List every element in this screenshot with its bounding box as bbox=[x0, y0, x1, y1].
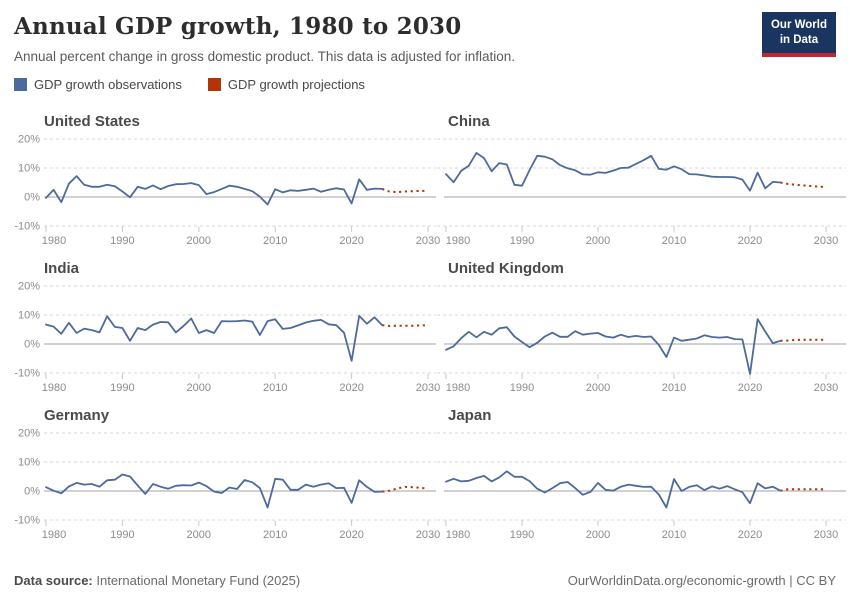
chart-panel-united-states: 20% 10% 0% -10% 1980 1990 2000 2010 2020 2030 Unit… bbox=[0, 105, 440, 252]
chart-panel-china: 1980 1990 2000 2010 2020 2030 China bbox=[437, 105, 850, 252]
legend: GDP growth observations GDP growth proje… bbox=[14, 77, 836, 92]
chart-subtitle: Annual percent change in gross domestic … bbox=[14, 48, 516, 64]
x-axis-label: 1990 bbox=[510, 529, 534, 541]
chart-header: Annual GDP growth, 1980 to 2030 Our Worl… bbox=[0, 0, 850, 92]
x-axis-label: 1990 bbox=[510, 235, 534, 247]
owid-logo-line2: in Data bbox=[779, 33, 819, 46]
chart-title-china: China bbox=[448, 113, 490, 130]
x-axis-label: 2010 bbox=[263, 235, 287, 247]
projections-line-germany bbox=[382, 486, 429, 493]
y-axis-label: 10% bbox=[18, 457, 40, 469]
chart-footer: Data source: International Monetary Fund… bbox=[14, 573, 836, 588]
x-axis-label: 2030 bbox=[814, 235, 838, 247]
x-axis-label: 2030 bbox=[416, 529, 440, 541]
owid-logo: Our World in Data bbox=[761, 12, 836, 57]
observations-line-china bbox=[445, 152, 782, 192]
chart-title-japan: Japan bbox=[448, 407, 491, 424]
projections-line-china bbox=[780, 181, 827, 189]
x-axis-label: 1990 bbox=[110, 529, 134, 541]
data-source: Data source: International Monetary Fund… bbox=[14, 573, 300, 588]
x-axis-label: 2010 bbox=[263, 529, 287, 541]
x-axis-label: 1990 bbox=[110, 382, 134, 394]
y-axis-label: 0% bbox=[24, 339, 40, 351]
y-axis-label: -10% bbox=[14, 221, 40, 233]
credit-line: OurWorldinData.org/economic-growth | CC … bbox=[567, 573, 836, 588]
y-axis-label: 0% bbox=[24, 192, 40, 204]
x-axis-label: 2000 bbox=[187, 382, 211, 394]
chart-panel-germany: 20% 10% 0% -10% 1980 1990 2000 2010 2020 2030 Germ… bbox=[0, 399, 440, 546]
y-axis-label: -10% bbox=[14, 515, 40, 527]
chart-title-germany: Germany bbox=[44, 407, 110, 424]
y-axis-label: 0% bbox=[24, 486, 40, 498]
x-axis-label: 1990 bbox=[510, 382, 534, 394]
owid-logo-line1: Our World bbox=[770, 19, 827, 31]
x-axis-label: 2030 bbox=[814, 382, 838, 394]
x-axis-label: 2010 bbox=[662, 235, 686, 247]
x-axis-label: 2000 bbox=[187, 235, 211, 247]
observations-line-united-kingdom bbox=[445, 318, 782, 376]
x-axis-label: 2030 bbox=[416, 235, 440, 247]
y-axis-label: 10% bbox=[18, 310, 40, 322]
data-source-value: International Monetary Fund (2025) bbox=[96, 573, 301, 588]
x-axis-label: 2020 bbox=[738, 235, 762, 247]
line-chart-germany: 20% 10% 0% -10%1980 1990 2000 2010 2020 2030 Germ… bbox=[14, 407, 440, 541]
observations-swatch bbox=[14, 78, 27, 92]
legend-label-observations: GDP growth observations bbox=[34, 77, 182, 93]
chart-title-united-kingdom: United Kingdom bbox=[448, 260, 564, 277]
page-title: Annual GDP growth, 1980 to 2030 bbox=[14, 13, 462, 40]
x-axis-label: 2020 bbox=[738, 529, 762, 541]
x-axis-label: 2020 bbox=[339, 382, 363, 394]
legend-item-observations: GDP growth observations bbox=[14, 77, 182, 92]
observations-line-germany bbox=[45, 473, 384, 509]
x-axis-label: 1990 bbox=[110, 235, 134, 247]
x-axis-label: 1980 bbox=[42, 235, 66, 247]
x-axis-label: 1980 bbox=[42, 382, 66, 394]
x-axis-label: 2000 bbox=[586, 529, 610, 541]
x-axis-label: 2030 bbox=[814, 529, 838, 541]
projections-line-japan bbox=[780, 488, 826, 492]
projections-line-india bbox=[382, 324, 428, 328]
chart-panel-japan: 1980 1990 2000 2010 2020 2030 Japan bbox=[437, 399, 850, 546]
legend-item-projections: GDP growth projections bbox=[207, 77, 365, 93]
x-axis-label: 2000 bbox=[586, 382, 610, 394]
x-axis-label: 2000 bbox=[187, 529, 211, 541]
legend-label-projections: GDP growth projections bbox=[227, 77, 365, 93]
x-axis-label: 2020 bbox=[339, 235, 363, 247]
x-axis-label: 2000 bbox=[586, 235, 610, 247]
line-chart-india: 20% 10% 0% -10%1980 1990 2000 2010 2020 2030 Indi… bbox=[14, 260, 440, 394]
x-axis-label: 2020 bbox=[339, 529, 363, 541]
chart-panel-india: 20% 10% 0% -10% 1980 1990 2000 2010 2020 2030 Indi… bbox=[0, 252, 440, 399]
x-axis-label: 1980 bbox=[446, 382, 470, 394]
chart-title-india: India bbox=[44, 260, 80, 277]
x-axis-label: 2030 bbox=[416, 382, 440, 394]
x-axis-label: 1980 bbox=[446, 235, 470, 247]
y-axis-label: 20% bbox=[18, 281, 40, 293]
y-axis-label: 10% bbox=[18, 163, 40, 175]
line-chart-united-states: 20% 10% 0% -10%1980 1990 2000 2010 2020 2030 Unit… bbox=[14, 113, 440, 247]
y-axis-label: 20% bbox=[18, 428, 40, 440]
projections-swatch bbox=[207, 78, 221, 92]
x-axis-label: 1980 bbox=[446, 529, 470, 541]
projections-line-united-states bbox=[381, 188, 428, 194]
y-axis-label: 20% bbox=[18, 134, 40, 146]
x-axis-label: 2010 bbox=[263, 382, 287, 394]
line-chart-china: 1980 1990 2000 2010 2020 2030 China bbox=[437, 113, 846, 247]
chart-panel-united-kingdom: 1980 1990 2000 2010 2020 2030 United Kingdom bbox=[437, 252, 850, 399]
y-axis-label: -10% bbox=[14, 368, 40, 380]
observations-line-india bbox=[45, 315, 384, 362]
line-chart-japan: 1980 1990 2000 2010 2020 2030 Japan bbox=[437, 407, 846, 541]
observations-line-united-states bbox=[45, 175, 384, 206]
data-source-label: Data source: bbox=[14, 573, 93, 588]
observations-line-japan bbox=[445, 470, 782, 509]
charts-grid: 20% 10% 0% -10% 1980 1990 2000 2010 2020 2030 Unit… bbox=[0, 105, 850, 546]
x-axis-label: 2010 bbox=[662, 382, 686, 394]
chart-title-united-states: United States bbox=[44, 113, 140, 130]
x-axis-label: 2010 bbox=[662, 529, 686, 541]
x-axis-label: 1980 bbox=[42, 529, 66, 541]
x-axis-label: 2020 bbox=[738, 382, 762, 394]
line-chart-united-kingdom: 1980 1990 2000 2010 2020 2030 United Kingdom bbox=[437, 260, 846, 394]
projections-line-united-kingdom bbox=[780, 338, 827, 343]
